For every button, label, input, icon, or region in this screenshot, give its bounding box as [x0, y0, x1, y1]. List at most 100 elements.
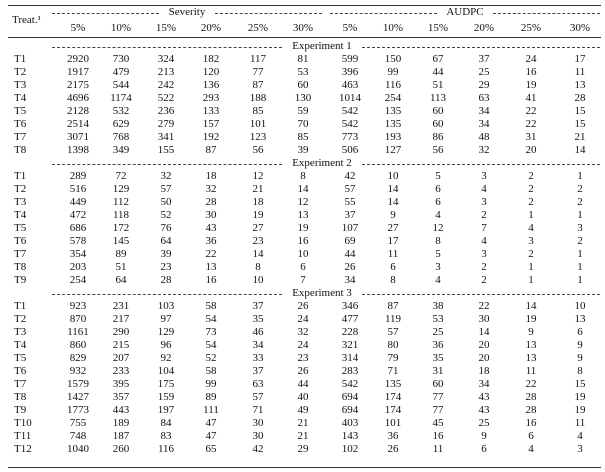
table-cell: 21 [297, 430, 309, 442]
table-cell: 63 [478, 92, 490, 104]
table-cell: 443 [112, 404, 130, 416]
section-dash [52, 294, 282, 295]
table-cell: 11 [525, 365, 537, 377]
table-cell: 20 [478, 339, 490, 351]
table-cell: 27 [387, 222, 399, 234]
treatment-label: T5 [14, 222, 27, 234]
column-header: 20% [200, 22, 222, 34]
table-cell: 1773 [67, 404, 89, 416]
table-cell: 38 [432, 300, 444, 312]
table-cell: 477 [341, 313, 359, 325]
table-cell: 57 [344, 183, 356, 195]
table-cell: 55 [344, 196, 356, 208]
table-cell: 37 [478, 53, 490, 65]
table-cell: 357 [112, 391, 130, 403]
table-cell: 43 [205, 222, 217, 234]
table-cell: 107 [341, 222, 359, 234]
table-cell: 1174 [110, 92, 132, 104]
table-cell: 8 [435, 235, 441, 247]
table-cell: 516 [69, 183, 87, 195]
table-cell: 13 [205, 261, 217, 273]
table-cell: 187 [112, 430, 130, 442]
table-cell: 254 [69, 274, 87, 286]
table-cell: 36 [387, 430, 399, 442]
top-rule [8, 5, 601, 6]
table-cell: 522 [157, 92, 175, 104]
table-cell: 19 [525, 79, 537, 91]
table-cell: 143 [341, 430, 359, 442]
table-cell: 11 [387, 248, 399, 260]
table-cell: 24 [297, 313, 309, 325]
table-cell: 4 [577, 430, 583, 442]
table-cell: 174 [384, 404, 402, 416]
table-cell: 51 [432, 79, 444, 91]
table-cell: 32 [478, 144, 490, 156]
table-cell: 37 [252, 300, 264, 312]
table-cell: 748 [69, 430, 87, 442]
table-cell: 44 [344, 248, 356, 260]
table-cell: 18 [252, 196, 264, 208]
table-cell: 341 [157, 131, 175, 143]
table-cell: 77 [432, 391, 444, 403]
treatment-label: T8 [14, 391, 27, 403]
table-cell: 102 [341, 443, 359, 455]
table-cell: 203 [69, 261, 87, 273]
table-cell: 4 [435, 209, 441, 221]
table-cell: 13 [297, 209, 309, 221]
table-cell: 47 [205, 417, 217, 429]
table-cell: 324 [157, 53, 175, 65]
table-cell: 21 [252, 183, 264, 195]
table-cell: 755 [69, 417, 87, 429]
group-header: AUDPC [444, 6, 486, 19]
group-dash [52, 13, 159, 14]
table-cell: 2 [577, 196, 583, 208]
table-cell: 1 [577, 261, 583, 273]
table-cell: 32 [160, 170, 172, 182]
table-cell: 83 [160, 430, 172, 442]
table-cell: 354 [69, 248, 87, 260]
group-dash [330, 13, 437, 14]
table-cell: 32 [205, 183, 217, 195]
table-cell: 41 [525, 92, 537, 104]
treatment-label: T6 [14, 365, 27, 377]
table-cell: 87 [387, 300, 399, 312]
table-cell: 133 [202, 105, 220, 117]
table-cell: 22 [525, 378, 537, 390]
table-cell: 1 [577, 170, 583, 182]
table-cell: 6 [481, 443, 487, 455]
table-cell: 99 [387, 66, 399, 78]
table-cell: 542 [341, 105, 359, 117]
table-cell: 27 [252, 222, 264, 234]
table-cell: 129 [112, 183, 130, 195]
table-cell: 14 [387, 183, 399, 195]
table-cell: 242 [157, 79, 175, 91]
table-cell: 4 [481, 235, 487, 247]
table-cell: 279 [157, 118, 175, 130]
table-cell: 130 [294, 92, 312, 104]
table-cell: 85 [297, 131, 309, 143]
table-cell: 16 [525, 417, 537, 429]
table-cell: 207 [112, 352, 130, 364]
table-cell: 89 [205, 391, 217, 403]
table-cell: 97 [160, 313, 172, 325]
treatment-label: T2 [14, 66, 27, 78]
table-cell: 14 [387, 196, 399, 208]
table-cell: 127 [384, 144, 402, 156]
treatment-label: T4 [14, 209, 27, 221]
table-cell: 25 [432, 326, 444, 338]
table-cell: 19 [525, 313, 537, 325]
table-cell: 58 [205, 300, 217, 312]
treatment-label: T8 [14, 144, 27, 156]
table-cell: 182 [202, 53, 220, 65]
table-cell: 11 [574, 417, 586, 429]
table-cell: 56 [432, 144, 444, 156]
table-cell: 58 [205, 365, 217, 377]
table-cell: 87 [205, 144, 217, 156]
table-cell: 72 [115, 170, 127, 182]
table-cell: 20 [478, 352, 490, 364]
table-cell: 2 [577, 235, 583, 247]
table-cell: 1 [528, 261, 534, 273]
table-cell: 231 [112, 300, 130, 312]
table-cell: 9 [481, 430, 487, 442]
table-cell: 81 [297, 53, 309, 65]
